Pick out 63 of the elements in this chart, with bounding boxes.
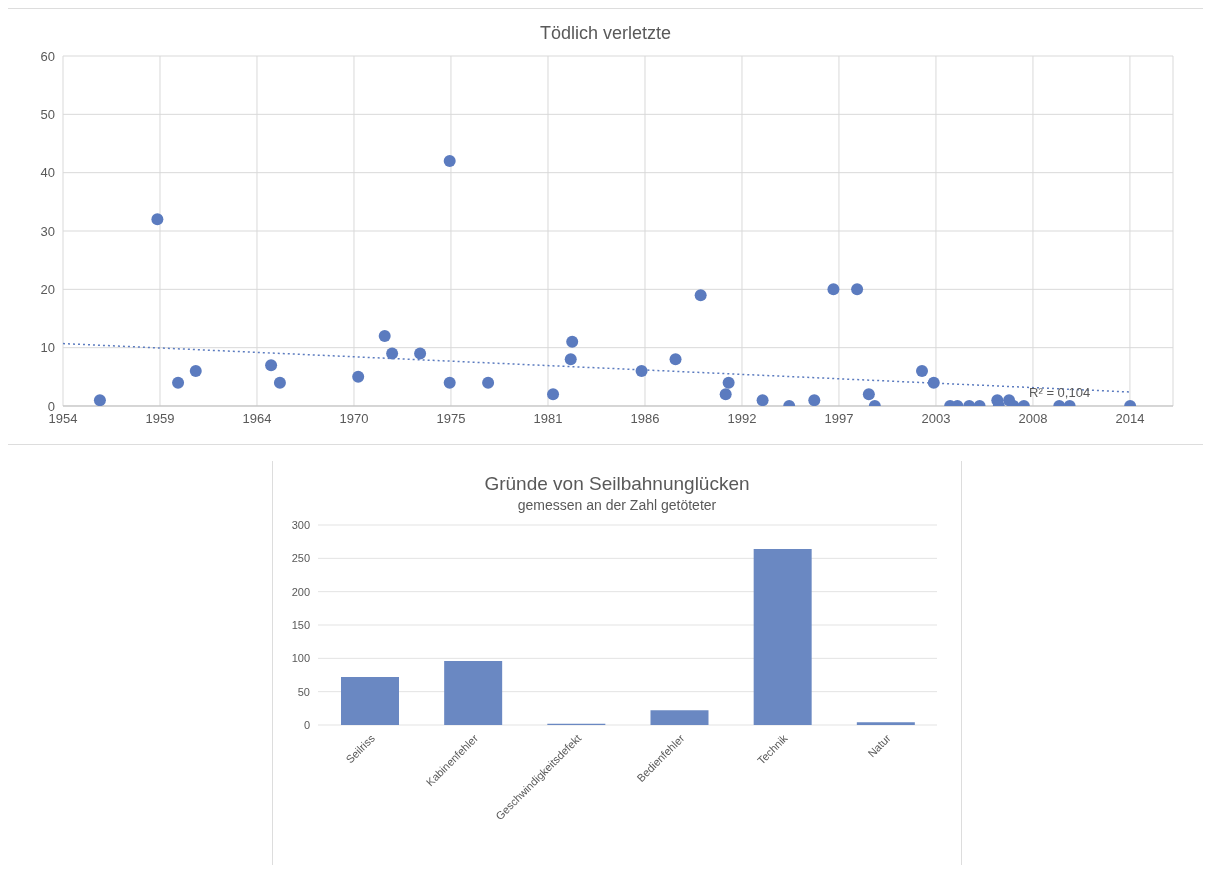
point [694, 289, 707, 302]
x-tick-label: 1954 [48, 411, 78, 427]
point [827, 283, 840, 296]
point [851, 283, 864, 296]
y-tick-label: 20 [40, 281, 55, 297]
y-tick-label: 0 [47, 398, 55, 414]
y-tick-label: 0 [303, 718, 310, 731]
point [915, 365, 928, 377]
point [862, 388, 875, 401]
x-tick-label: 1997 [824, 411, 854, 427]
x-tick-label: 2014 [1115, 411, 1145, 427]
point [719, 388, 732, 401]
point [265, 359, 278, 372]
y-tick-label: 50 [297, 685, 310, 698]
point [352, 370, 365, 383]
point [564, 353, 577, 366]
bar [856, 722, 915, 725]
x-tick-label: 1970 [339, 411, 369, 427]
bar [650, 710, 709, 725]
y-tick-label: 150 [291, 618, 310, 631]
chart-subtitle: gemessen an der Zahl getöteter [516, 497, 718, 513]
y-tick-label: 10 [40, 340, 55, 356]
point [443, 376, 456, 389]
x-tick-label: 1992 [727, 411, 757, 427]
point [93, 394, 106, 406]
y-tick-label: 50 [40, 106, 55, 122]
bar [444, 661, 503, 725]
point [414, 347, 427, 360]
point [378, 330, 391, 342]
point [669, 353, 682, 366]
x-tick-label: 1975 [436, 411, 466, 427]
bar [753, 549, 812, 725]
x-tick-label: 2008 [1018, 411, 1048, 427]
point [189, 365, 202, 377]
point [756, 394, 769, 406]
point [482, 376, 495, 389]
bar [341, 677, 399, 725]
point [386, 347, 399, 360]
point [151, 213, 164, 226]
y-tick-label: 40 [40, 165, 55, 181]
y-tick-label: 250 [291, 552, 310, 565]
x-tick-label: 2003 [921, 411, 951, 427]
x-tick-label: 1959 [145, 411, 175, 427]
x-tick-label: 1981 [533, 411, 563, 427]
y-tick-label: 300 [291, 518, 310, 531]
y-tick-label: 60 [40, 48, 55, 64]
y-tick-label: 200 [291, 585, 310, 598]
point [443, 155, 456, 167]
x-tick-label: 1986 [630, 411, 660, 427]
point [635, 365, 648, 377]
point [273, 376, 286, 389]
point [927, 376, 940, 389]
y-tick-label: 30 [40, 223, 55, 239]
chart-title: Gründe von Seilbahnunglücken [483, 472, 751, 495]
point [547, 388, 560, 401]
point [722, 376, 735, 389]
point [808, 394, 821, 406]
x-tick-label: 1964 [242, 411, 272, 427]
annotation: R² = 0,104 [1029, 384, 1091, 400]
chart-title: Tödlich verletzte [538, 22, 673, 44]
point [172, 376, 185, 389]
point [566, 335, 579, 348]
y-tick-label: 100 [291, 652, 310, 665]
